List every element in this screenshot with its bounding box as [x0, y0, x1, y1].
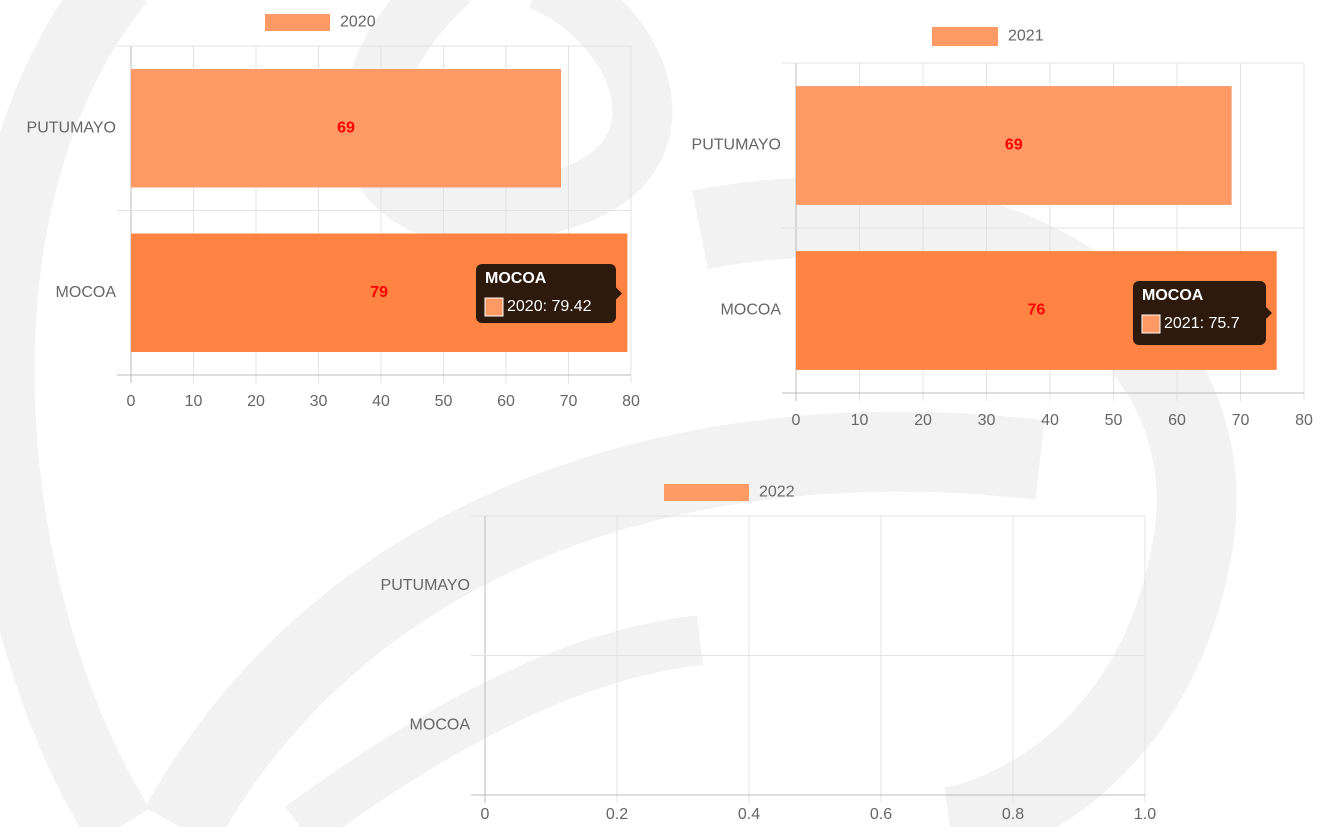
tooltip-title: MOCOA — [1142, 287, 1204, 304]
legend-swatch — [932, 27, 998, 46]
x-tick-label: 10 — [185, 393, 203, 410]
y-tick-label: MOCOA — [721, 302, 782, 319]
x-tick-label: 40 — [372, 393, 390, 410]
x-tick-label: 10 — [851, 412, 869, 429]
x-tick-label: 30 — [310, 393, 328, 410]
x-tick-label: 50 — [435, 393, 453, 410]
tooltip-title: MOCOA — [485, 270, 547, 287]
x-tick-label: 80 — [1295, 412, 1313, 429]
x-tick-label: 0 — [792, 412, 801, 429]
x-tick-label: 0 — [481, 806, 490, 823]
y-tick-label: PUTUMAYO — [27, 119, 116, 136]
tooltip-swatch — [485, 298, 503, 316]
legend-label: 2020 — [340, 14, 376, 31]
legend-label: 2022 — [759, 484, 795, 501]
y-tick-label: MOCOA — [410, 716, 471, 733]
x-tick-label: 20 — [914, 412, 932, 429]
legend-label: 2021 — [1008, 28, 1044, 45]
value-label: 69 — [337, 119, 355, 136]
x-tick-label: 80 — [622, 393, 640, 410]
x-tick-label: 70 — [1232, 412, 1250, 429]
y-tick-label: MOCOA — [56, 284, 117, 301]
y-tick-label: PUTUMAYO — [381, 577, 470, 594]
tooltip-label: 2021: 75.7 — [1164, 315, 1240, 332]
x-tick-label: 1.0 — [1134, 806, 1156, 823]
x-tick-label: 60 — [1168, 412, 1186, 429]
value-label: 69 — [1005, 137, 1023, 154]
tooltip: MOCOA 2020: 79.42 — [476, 264, 622, 323]
tooltip: MOCOA 2021: 75.7 — [1133, 281, 1272, 345]
x-tick-label: 0 — [127, 393, 136, 410]
x-tick-label: 50 — [1105, 412, 1123, 429]
x-tick-label: 0.4 — [738, 806, 760, 823]
tooltip-swatch — [1142, 315, 1160, 333]
x-tick-label: 0.2 — [606, 806, 628, 823]
legend-swatch — [664, 484, 749, 501]
x-tick-label: 0.6 — [870, 806, 892, 823]
value-label: 76 — [1027, 302, 1045, 319]
x-tick-label: 60 — [497, 393, 515, 410]
y-tick-label: PUTUMAYO — [692, 137, 781, 154]
value-label: 79 — [370, 284, 388, 301]
x-tick-label: 40 — [1041, 412, 1059, 429]
legend-swatch — [265, 14, 330, 31]
x-tick-label: 70 — [560, 393, 578, 410]
tooltip-label: 2020: 79.42 — [507, 298, 592, 315]
x-tick-label: 20 — [247, 393, 265, 410]
x-tick-label: 0.8 — [1002, 806, 1024, 823]
dashboard: 2020 0 10 20 30 40 50 60 70 80 PUTUMAYO MOCOA 69 79 MO… — [0, 0, 1331, 827]
x-tick-label: 30 — [978, 412, 996, 429]
